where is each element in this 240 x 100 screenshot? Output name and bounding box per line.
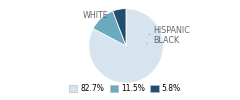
- Legend: 82.7%, 11.5%, 5.8%: 82.7%, 11.5%, 5.8%: [66, 81, 184, 96]
- Wedge shape: [93, 11, 126, 46]
- Text: BLACK: BLACK: [147, 36, 179, 45]
- Wedge shape: [113, 9, 126, 46]
- Text: HISPANIC: HISPANIC: [149, 26, 190, 35]
- Text: WHITE: WHITE: [83, 11, 117, 20]
- Wedge shape: [89, 9, 163, 83]
